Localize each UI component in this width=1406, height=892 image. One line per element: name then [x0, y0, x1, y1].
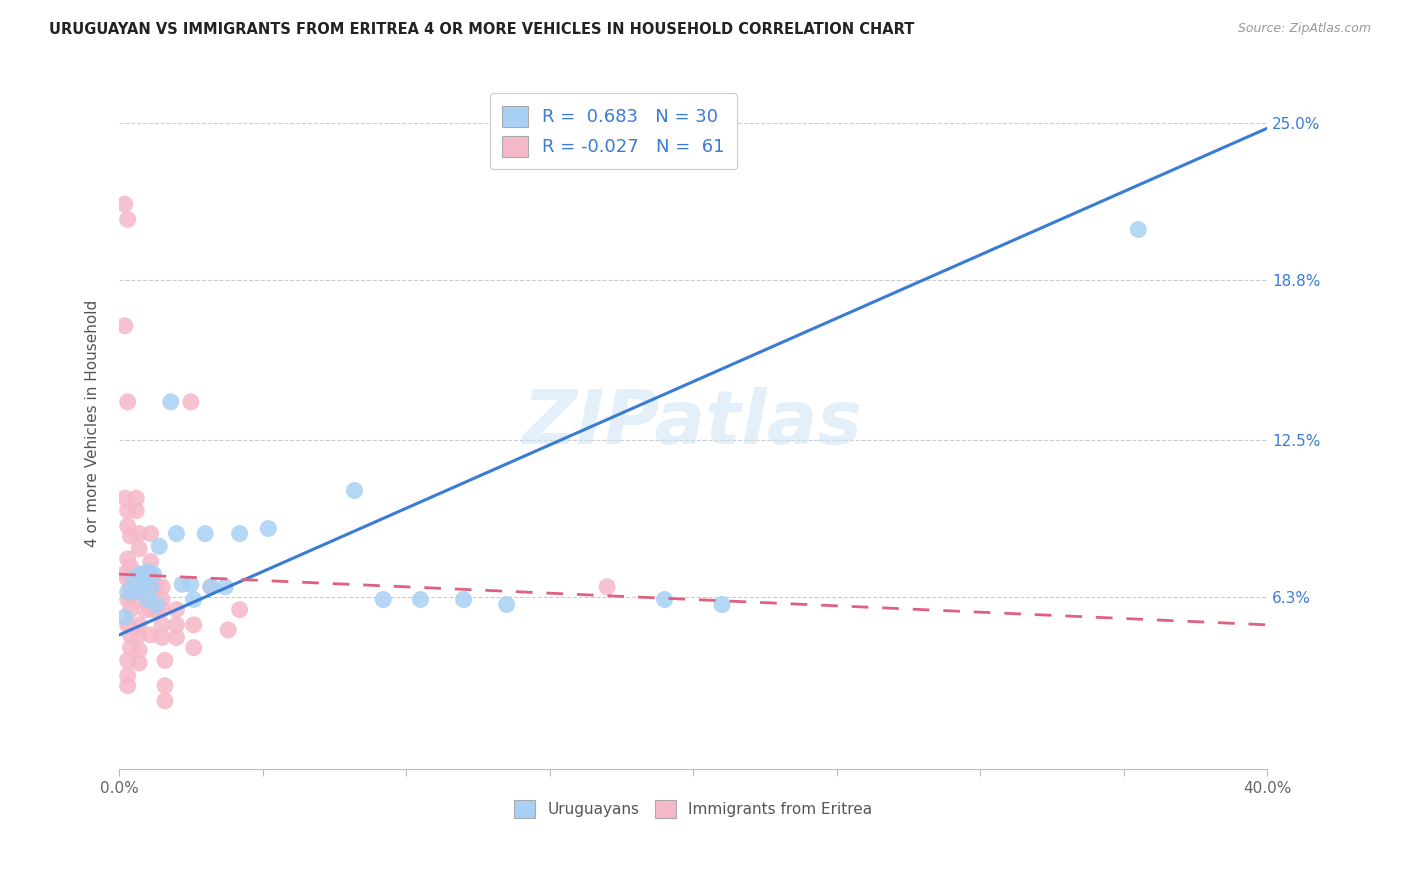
Point — [194, 526, 217, 541]
Point — [183, 592, 205, 607]
Point — [217, 623, 239, 637]
Point — [117, 592, 139, 607]
Point — [120, 529, 142, 543]
Point — [120, 628, 142, 642]
Point — [145, 598, 167, 612]
Point — [1128, 222, 1150, 236]
Text: Source: ZipAtlas.com: Source: ZipAtlas.com — [1237, 22, 1371, 36]
Point — [128, 526, 150, 541]
Point — [120, 580, 142, 594]
Point — [128, 643, 150, 657]
Point — [117, 668, 139, 682]
Point — [153, 679, 176, 693]
Point — [148, 539, 170, 553]
Point — [343, 483, 366, 498]
Point — [150, 631, 173, 645]
Point — [139, 580, 162, 594]
Point — [120, 587, 142, 601]
Point — [166, 526, 188, 541]
Point — [117, 572, 139, 586]
Point — [145, 580, 167, 594]
Point — [134, 602, 156, 616]
Point — [128, 656, 150, 670]
Point — [139, 567, 162, 582]
Point — [172, 577, 194, 591]
Point — [150, 618, 173, 632]
Point — [117, 585, 139, 599]
Point — [180, 577, 202, 591]
Point — [257, 522, 280, 536]
Point — [117, 519, 139, 533]
Point — [128, 541, 150, 556]
Point — [139, 602, 162, 616]
Point — [453, 592, 475, 607]
Point — [409, 592, 432, 607]
Point — [145, 602, 167, 616]
Point — [120, 602, 142, 616]
Point — [139, 592, 162, 607]
Point — [228, 602, 250, 616]
Point — [128, 567, 150, 582]
Point — [228, 526, 250, 541]
Point — [373, 592, 395, 607]
Point — [134, 580, 156, 594]
Point — [117, 212, 139, 227]
Point — [136, 592, 159, 607]
Point — [117, 504, 139, 518]
Point — [117, 618, 139, 632]
Point — [128, 567, 150, 582]
Point — [166, 602, 188, 616]
Point — [159, 394, 181, 409]
Point — [153, 653, 176, 667]
Y-axis label: 4 or more Vehicles in Household: 4 or more Vehicles in Household — [86, 300, 100, 547]
Point — [153, 694, 176, 708]
Point — [139, 526, 162, 541]
Point — [122, 572, 145, 586]
Legend: Uruguayans, Immigrants from Eritrea: Uruguayans, Immigrants from Eritrea — [508, 794, 879, 824]
Point — [117, 552, 139, 566]
Point — [495, 598, 517, 612]
Point — [117, 394, 139, 409]
Point — [166, 631, 188, 645]
Point — [150, 602, 173, 616]
Point — [114, 318, 136, 333]
Point — [114, 610, 136, 624]
Point — [131, 577, 153, 591]
Point — [166, 618, 188, 632]
Point — [139, 580, 162, 594]
Point — [139, 628, 162, 642]
Point — [150, 580, 173, 594]
Point — [125, 504, 148, 518]
Point — [200, 580, 222, 594]
Text: ZIPatlas: ZIPatlas — [523, 387, 863, 460]
Point — [125, 491, 148, 505]
Point — [125, 585, 148, 599]
Point — [128, 628, 150, 642]
Point — [710, 598, 733, 612]
Point — [117, 679, 139, 693]
Point — [200, 580, 222, 594]
Point — [128, 592, 150, 607]
Point — [183, 618, 205, 632]
Point — [120, 559, 142, 574]
Point — [114, 567, 136, 582]
Point — [150, 592, 173, 607]
Point — [183, 640, 205, 655]
Point — [128, 618, 150, 632]
Point — [180, 394, 202, 409]
Point — [114, 197, 136, 211]
Point — [120, 640, 142, 655]
Point — [139, 554, 162, 568]
Point — [128, 580, 150, 594]
Point — [654, 592, 676, 607]
Point — [596, 580, 619, 594]
Text: URUGUAYAN VS IMMIGRANTS FROM ERITREA 4 OR MORE VEHICLES IN HOUSEHOLD CORRELATION: URUGUAYAN VS IMMIGRANTS FROM ERITREA 4 O… — [49, 22, 914, 37]
Point — [142, 567, 165, 582]
Point — [117, 653, 139, 667]
Point — [136, 565, 159, 579]
Point — [114, 491, 136, 505]
Point — [214, 580, 236, 594]
